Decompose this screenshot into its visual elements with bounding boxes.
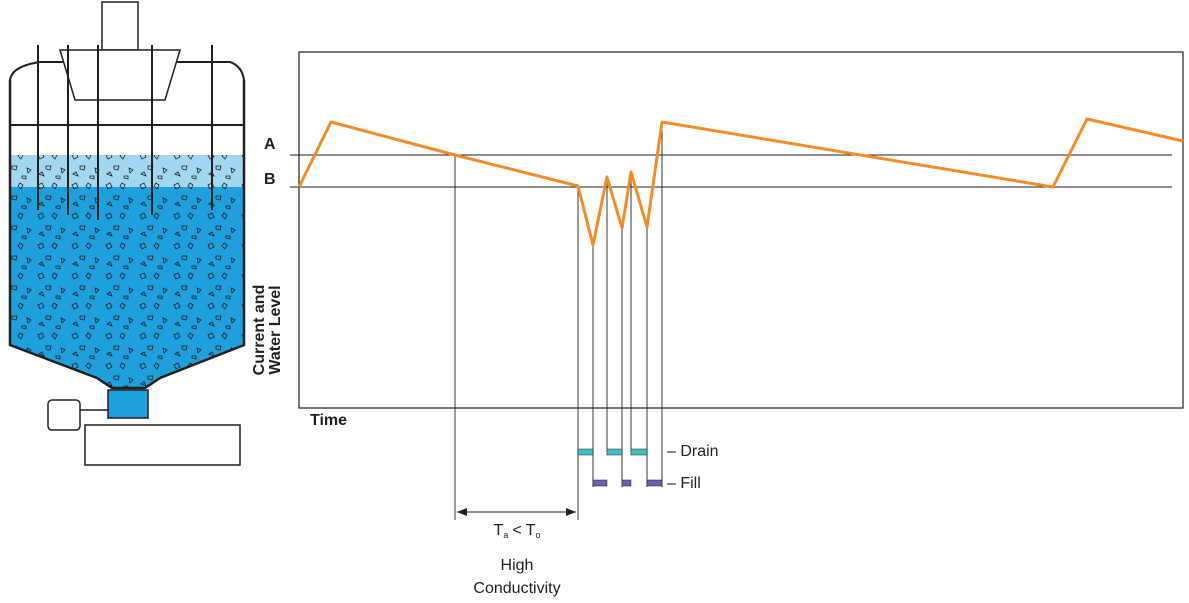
t-a: T — [494, 522, 504, 539]
sub-o: o — [535, 530, 540, 540]
x-axis-label: Time — [310, 412, 347, 429]
y-axis-line: Water Level — [267, 285, 284, 374]
level-a-label: A — [264, 136, 276, 153]
sub-a: a — [503, 530, 508, 540]
less-than: < — [512, 522, 521, 539]
level-b-label: B — [264, 171, 276, 188]
pebbles — [10, 155, 244, 388]
level-curve — [297, 117, 1184, 247]
t-o: T — [526, 522, 536, 539]
fill-bars — [592, 479, 663, 487]
y-axis-line: Current and — [251, 285, 268, 376]
valve — [107, 389, 149, 419]
interval-formula: Ta < To — [494, 522, 541, 540]
legend-fill: – Fill — [667, 475, 701, 492]
y-axis-label: Current and Water Level — [251, 285, 284, 376]
interval-dimension: Ta < To High Conductivity — [457, 508, 576, 597]
tank-illustration — [8, 1, 246, 466]
probes — [37, 45, 213, 220]
guide-lines — [454, 122, 663, 520]
frame — [298, 51, 1184, 409]
tank-outline — [8, 80, 246, 390]
legend-drain: – Drain — [667, 443, 719, 460]
motor — [47, 399, 81, 431]
drain-pipe — [80, 409, 241, 466]
interval-line1: High — [501, 557, 534, 574]
interval-line2: Conductivity — [473, 580, 560, 597]
tank-neck — [101, 1, 139, 51]
drain-bars — [577, 448, 648, 456]
tank-head — [58, 49, 182, 101]
